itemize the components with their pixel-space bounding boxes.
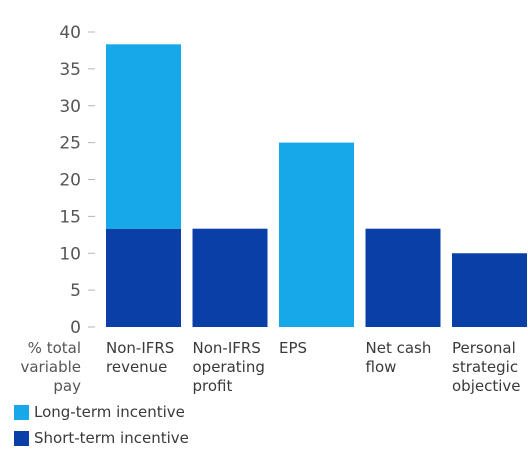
x-category-label: Net cash flow: [366, 339, 432, 376]
legend-item-long-term: Long-term incentive: [14, 403, 185, 421]
legend-swatch-short-term: [14, 430, 29, 446]
y-axis-label: % total variable pay: [20, 339, 81, 395]
legend-item-short-term: Short-term incentive: [14, 429, 189, 447]
legend-label-short-term: Short-term incentive: [34, 429, 189, 447]
y-tick-label: 30: [59, 97, 81, 117]
y-tick-label: 5: [70, 281, 81, 301]
y-tick-label: 35: [59, 60, 81, 80]
bar-long-term-incentive-0: [106, 44, 181, 229]
y-tick-label: 25: [59, 134, 81, 154]
y-tick-label: 20: [59, 171, 81, 191]
legend-label-long-term: Long-term incentive: [34, 403, 185, 421]
x-category-label: EPS: [279, 339, 307, 357]
x-category-label: Non-IFRS revenue: [106, 339, 174, 376]
x-category-label: Personal strategic objective: [452, 339, 521, 395]
bar-short-term-incentive-3: [365, 228, 441, 327]
x-category-label: Non-IFRS operating profit: [193, 339, 265, 395]
bar-chart: 0 5 10 15 20 25 30 35 40 % total variable pay Non-IF…: [20, 23, 527, 395]
y-tick-label: 40: [59, 23, 81, 43]
bar-short-term-incentive-0: [106, 228, 181, 327]
y-tick-label: 10: [59, 244, 81, 264]
legend-swatch-long-term: [14, 404, 29, 420]
bar-long-term-incentive-2: [279, 142, 354, 327]
bar-short-term-incentive-1: [192, 228, 268, 327]
y-tick-label: 15: [59, 207, 81, 227]
y-tick-label: 0: [70, 318, 81, 338]
bar-short-term-incentive-4: [452, 253, 527, 327]
